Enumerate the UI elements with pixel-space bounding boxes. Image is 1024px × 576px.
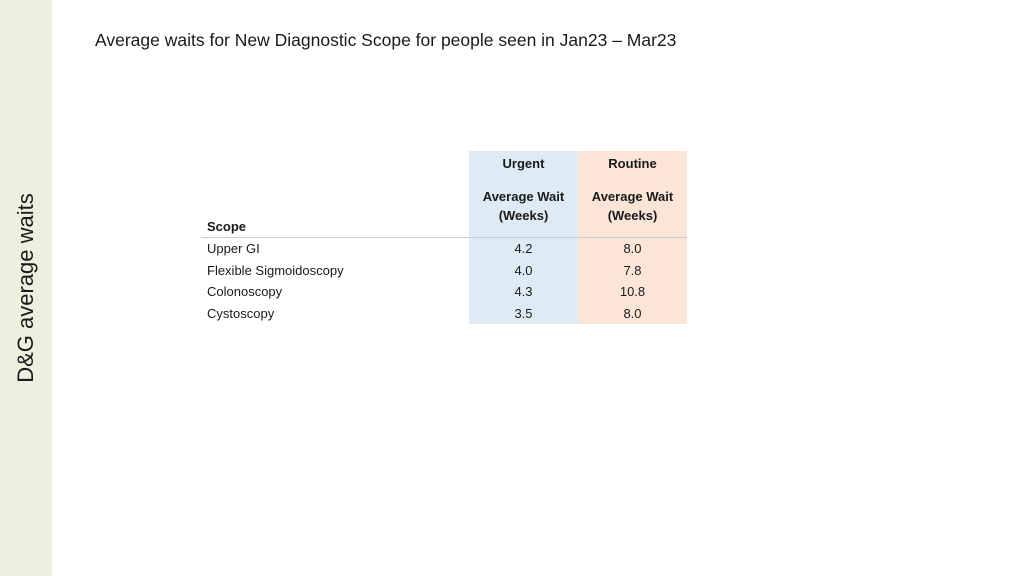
- urgent-wait-label: Average Wait: [482, 189, 565, 204]
- routine-wait-header: Average Wait (Weeks): [578, 175, 687, 238]
- table-row: Upper GI 4.2 8.0: [201, 237, 687, 260]
- routine-wait-unit: (Weeks): [607, 208, 658, 223]
- sidebar-band: D&G average waits: [0, 0, 52, 576]
- urgent-wait-cell: 4.0: [469, 259, 578, 281]
- routine-wait-cell: 8.0: [578, 237, 687, 260]
- table-row: Flexible Sigmoidoscopy 4.0 7.8: [201, 259, 687, 281]
- table-header-row: Urgent Routine: [201, 151, 687, 175]
- waits-table: Urgent Routine Scope Average Wait (Weeks…: [201, 151, 687, 324]
- urgent-wait-cell: 3.5: [469, 302, 578, 324]
- urgent-wait-cell: 4.2: [469, 237, 578, 260]
- scope-cell: Upper GI: [207, 241, 260, 257]
- routine-wait-cell: 10.8: [578, 281, 687, 303]
- scope-header: Scope: [207, 219, 247, 234]
- routine-header: Routine: [578, 151, 687, 175]
- header-blank-cell: [201, 151, 469, 175]
- routine-wait-cell: 7.8: [578, 259, 687, 281]
- table-subheader-row: Scope Average Wait (Weeks) Average Wait …: [201, 175, 687, 238]
- routine-wait-label: Average Wait: [591, 189, 674, 204]
- sidebar-title: D&G average waits: [13, 193, 38, 383]
- scope-cell: Cystoscopy: [207, 305, 275, 321]
- urgent-wait-unit: (Weeks): [498, 208, 549, 223]
- routine-wait-cell: 8.0: [578, 302, 687, 324]
- urgent-header: Urgent: [469, 151, 578, 175]
- scope-cell: Colonoscopy: [207, 284, 283, 300]
- urgent-wait-header: Average Wait (Weeks): [469, 175, 578, 238]
- table-row: Cystoscopy 3.5 8.0: [201, 302, 687, 324]
- page-title: Average waits for New Diagnostic Scope f…: [95, 30, 677, 50]
- urgent-wait-cell: 4.3: [469, 281, 578, 303]
- table-row: Colonoscopy 4.3 10.8: [201, 281, 687, 303]
- scope-cell: Flexible Sigmoidoscopy: [207, 262, 344, 278]
